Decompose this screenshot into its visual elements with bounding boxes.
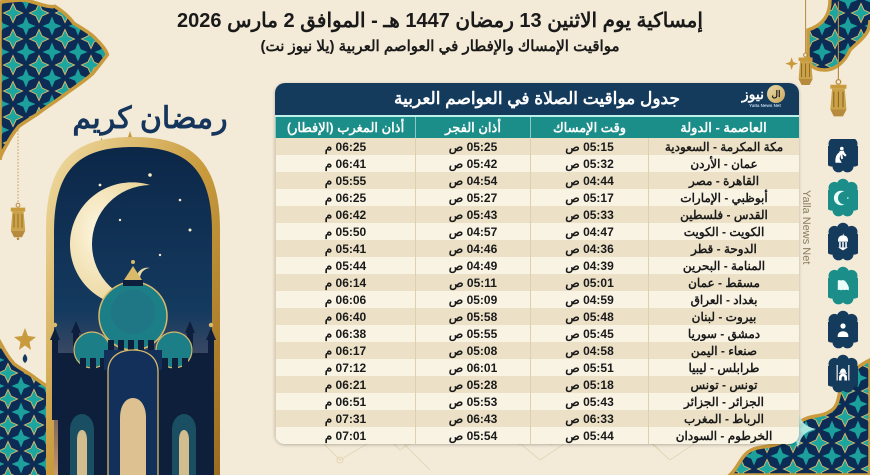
svg-text:رمضان كريم: رمضان كريم xyxy=(72,102,227,136)
